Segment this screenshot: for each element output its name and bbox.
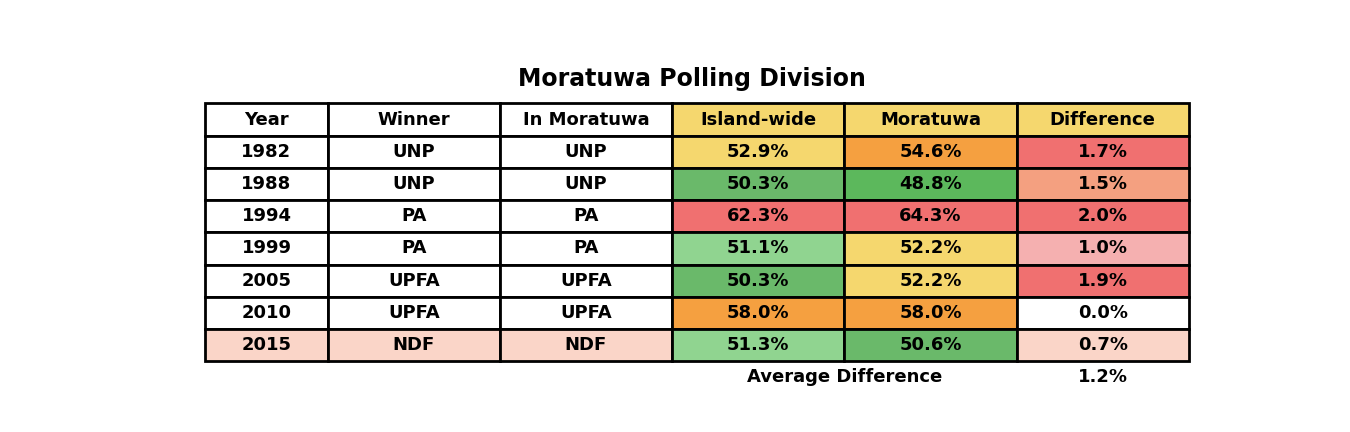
Text: 50.6%: 50.6% [899, 336, 961, 354]
Text: PA: PA [574, 207, 598, 225]
Bar [500, 232, 672, 264]
Bar [328, 136, 500, 168]
Text: 1.0%: 1.0% [1077, 239, 1127, 257]
Bar [500, 297, 672, 329]
Text: Moratuwa Polling Division: Moratuwa Polling Division [518, 67, 865, 91]
Bar [328, 200, 500, 232]
Bar [1017, 200, 1189, 232]
Bar [844, 103, 1017, 136]
Text: 1999: 1999 [242, 239, 292, 257]
Bar [1017, 168, 1189, 200]
Bar [844, 264, 1017, 297]
Text: Difference: Difference [1050, 111, 1156, 128]
Text: UNP: UNP [564, 143, 608, 161]
Text: UPFA: UPFA [387, 304, 440, 322]
Bar [672, 264, 844, 297]
Bar [672, 232, 844, 264]
Text: 2005: 2005 [242, 272, 292, 289]
Text: 62.3%: 62.3% [728, 207, 790, 225]
Bar [844, 297, 1017, 329]
Bar [672, 329, 844, 361]
Bar [328, 264, 500, 297]
Text: PA: PA [574, 239, 598, 257]
Bar [1017, 103, 1189, 136]
Text: 1988: 1988 [242, 175, 292, 193]
Text: UPFA: UPFA [387, 272, 440, 289]
Bar [205, 200, 328, 232]
Text: 51.1%: 51.1% [728, 239, 790, 257]
Bar [500, 136, 672, 168]
Text: 58.0%: 58.0% [899, 304, 961, 322]
Bar [205, 232, 328, 264]
Text: 50.3%: 50.3% [728, 272, 790, 289]
Bar [205, 168, 328, 200]
Text: 2.0%: 2.0% [1077, 207, 1127, 225]
Text: Year: Year [244, 111, 289, 128]
Bar [205, 329, 328, 361]
Bar [1017, 329, 1189, 361]
Bar [205, 297, 328, 329]
Text: 50.3%: 50.3% [728, 175, 790, 193]
Text: NDF: NDF [564, 336, 608, 354]
Bar [328, 297, 500, 329]
Text: 1.5%: 1.5% [1077, 175, 1127, 193]
Text: 52.9%: 52.9% [728, 143, 790, 161]
Bar [1017, 136, 1189, 168]
Text: 58.0%: 58.0% [726, 304, 790, 322]
Text: 1.2%: 1.2% [1077, 368, 1127, 386]
Text: 1.7%: 1.7% [1077, 143, 1127, 161]
Bar [328, 103, 500, 136]
Bar [1017, 264, 1189, 297]
Text: UNP: UNP [393, 175, 435, 193]
Bar [500, 168, 672, 200]
Text: PA: PA [401, 239, 427, 257]
Bar [1017, 232, 1189, 264]
Bar [205, 264, 328, 297]
Text: 1994: 1994 [242, 207, 292, 225]
Bar [205, 136, 328, 168]
Bar [205, 103, 328, 136]
Bar [672, 168, 844, 200]
Text: 2010: 2010 [242, 304, 292, 322]
Text: UNP: UNP [564, 175, 608, 193]
Bar [328, 232, 500, 264]
Text: UPFA: UPFA [560, 272, 612, 289]
Bar [672, 103, 844, 136]
Text: UNP: UNP [393, 143, 435, 161]
Bar [500, 329, 672, 361]
Bar [844, 329, 1017, 361]
Bar [1017, 297, 1189, 329]
Bar [844, 232, 1017, 264]
Bar [672, 136, 844, 168]
Text: In Moratuwa: In Moratuwa [522, 111, 649, 128]
Text: 64.3%: 64.3% [899, 207, 961, 225]
Text: 2015: 2015 [242, 336, 292, 354]
Text: 0.0%: 0.0% [1077, 304, 1127, 322]
Text: 54.6%: 54.6% [899, 143, 961, 161]
Bar [844, 200, 1017, 232]
Bar [500, 264, 672, 297]
Bar [500, 103, 672, 136]
Bar [328, 168, 500, 200]
Bar [672, 297, 844, 329]
Text: NDF: NDF [393, 336, 435, 354]
Text: 1.9%: 1.9% [1077, 272, 1127, 289]
Text: Winner: Winner [378, 111, 450, 128]
Text: 1982: 1982 [242, 143, 292, 161]
Text: Moratuwa: Moratuwa [880, 111, 981, 128]
Text: Island-wide: Island-wide [701, 111, 817, 128]
Text: PA: PA [401, 207, 427, 225]
Text: 48.8%: 48.8% [899, 175, 961, 193]
Bar [672, 200, 844, 232]
Text: 51.3%: 51.3% [728, 336, 790, 354]
Text: 52.2%: 52.2% [899, 272, 961, 289]
Bar [844, 168, 1017, 200]
Text: 52.2%: 52.2% [899, 239, 961, 257]
Text: 0.7%: 0.7% [1077, 336, 1127, 354]
Text: Average Difference: Average Difference [747, 368, 942, 386]
Text: UPFA: UPFA [560, 304, 612, 322]
Bar [500, 200, 672, 232]
Bar [844, 136, 1017, 168]
Bar [328, 329, 500, 361]
